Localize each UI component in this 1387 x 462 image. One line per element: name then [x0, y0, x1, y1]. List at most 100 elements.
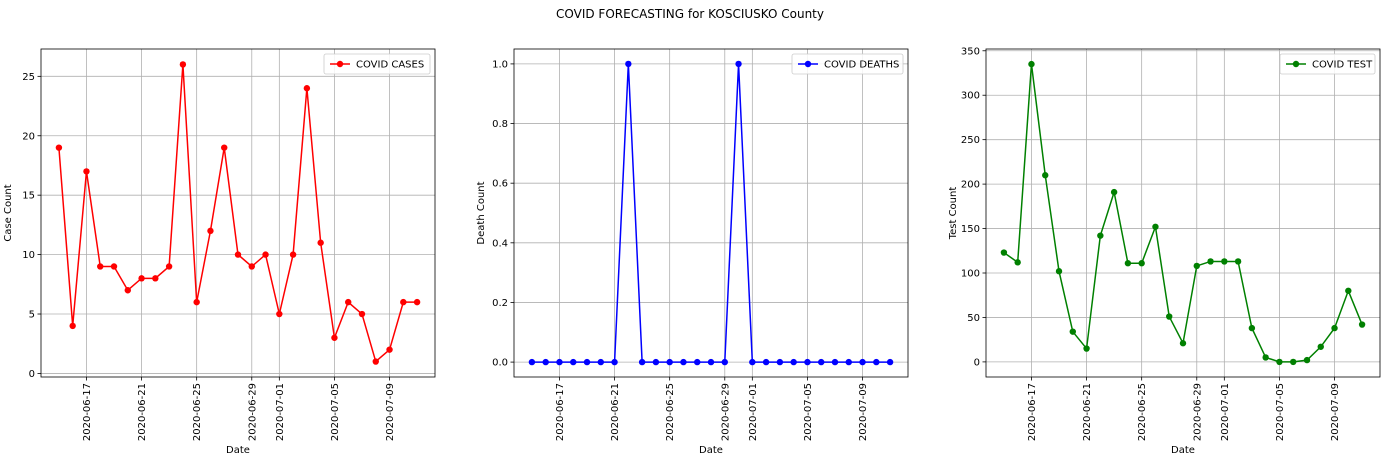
chart-1-covid-cases-point-2020-06-28: [234, 251, 242, 258]
chart-1-covid-cases-point-2020-07-08: [372, 358, 379, 365]
chart-2-covid-deaths-point-2020-06-20: [597, 358, 604, 366]
chart-2-covid-deaths-point-2020-06-19: [583, 358, 591, 366]
chart-1-covid-cases-point-2020-07-10: [400, 298, 407, 306]
chart-3-covid-test-point-2020-06-30: [1207, 258, 1214, 265]
chart-2-covid-deaths-point-2020-06-28: [707, 358, 715, 366]
chart-1-ytick-label: 5: [29, 310, 35, 321]
chart-2-legend-box: [791, 53, 904, 75]
chart-3-covid-test-point-2020-06-25: [1138, 260, 1145, 267]
chart-2-ytick-label: 0.4: [492, 238, 508, 249]
chart-2-covid-deaths-point-2020-06-29: [721, 358, 728, 366]
chart-1-xtick-label: 2020-06-29: [247, 383, 258, 441]
chart-2-covid-deaths-point-2020-07-08: [845, 358, 852, 366]
chart-2-covid-deaths-point-2020-07-01: [749, 358, 756, 366]
chart-2-covid-deaths-point-2020-06-23: [638, 358, 646, 366]
chart-1-covid-cases-point-2020-06-15: [55, 144, 63, 151]
chart-1-legend: COVID CASES: [323, 53, 431, 75]
chart-1-legend-label: COVID CASES: [356, 60, 424, 71]
chart-2-ytick-label: 0.2: [492, 298, 508, 309]
chart-3-legend-marker: [1292, 60, 1300, 68]
chart-3-covid-test-point-2020-06-22: [1097, 232, 1104, 239]
chart-3-covid-test-point-2020-06-18: [1042, 172, 1049, 179]
chart-1-xtick-label: 2020-06-21: [137, 383, 148, 441]
chart-3: 0 50 100 150 200 250 300 350 2020-06-17 2020-06-2…: [948, 46, 1381, 456]
chart-1-ytick-label: 15: [22, 191, 35, 202]
chart-1-covid-cases-point-2020-06-24: [179, 61, 187, 68]
chart-2: 0.0 0.2 0.4 0.6 0.8 1.0 2020-06-17 2020-06-21 20…: [476, 48, 909, 456]
chart-1-covid-cases-point-2020-06-20: [124, 287, 131, 294]
chart-3-xtick-label: 2020-07-09: [1330, 383, 1341, 441]
chart-2-legend-marker: [804, 60, 812, 68]
chart-3-ytick-label: 100: [961, 269, 980, 280]
chart-1-legend-box: [323, 53, 431, 75]
chart-3-ytick-label: 350: [961, 46, 980, 57]
chart-3-xlabel: Date: [1171, 445, 1195, 456]
chart-1-axes-frame: [40, 48, 436, 378]
chart-1-covid-cases-point-2020-06-21: [138, 275, 145, 282]
chart-2-xtick-label: 2020-06-25: [665, 383, 676, 441]
chart-3-xtick-label: 2020-06-17: [1027, 383, 1038, 441]
chart-2-covid-deaths-point-2020-07-04: [790, 358, 797, 366]
chart-2-covid-deaths-point-2020-06-27: [694, 358, 701, 366]
chart-3-ytick-label: 50: [967, 313, 980, 324]
figure-title: COVID FORECASTING for KOSCIUSKO County: [556, 7, 824, 21]
chart-3-xtick-label: 2020-06-25: [1137, 383, 1148, 441]
chart-1-covid-cases-point-2020-07-07: [358, 310, 366, 318]
chart-2-xtick-label: 2020-07-09: [858, 383, 869, 441]
chart-1-ytick-label: 10: [22, 250, 35, 261]
chart-2-xtick-label: 2020-07-01: [748, 383, 759, 441]
chart-2-ytick-label: 0.6: [492, 179, 508, 190]
chart-1-covid-cases-point-2020-07-03: [303, 85, 311, 92]
chart-3-covid-test-point-2020-07-07: [1303, 356, 1311, 364]
chart-2-covid-deaths-point-2020-06-25: [666, 358, 673, 366]
chart-3-ytick-label: 250: [961, 135, 980, 146]
chart-3-covid-test-point-2020-07-03: [1248, 324, 1256, 332]
chart-1-covid-cases-point-2020-06-17: [83, 168, 90, 175]
chart-3-covid-test-point-2020-06-15: [1000, 249, 1008, 256]
chart-3-covid-test-point-2020-06-20: [1069, 328, 1076, 335]
chart-2-xtick-label: 2020-07-05: [803, 383, 814, 441]
chart-1-covid-cases-point-2020-07-05: [331, 334, 338, 341]
chart-1-covid-cases-point-2020-07-02: [289, 251, 297, 258]
chart-3-covid-test-point-2020-06-23: [1110, 188, 1118, 196]
chart-3-xtick-label: 2020-07-01: [1220, 383, 1231, 441]
chart-2-covid-deaths-point-2020-07-10: [873, 358, 880, 366]
chart-3-axes-frame: [985, 48, 1381, 378]
chart-3-ytick-label: 150: [961, 224, 980, 235]
chart-3-covid-test-point-2020-07-06: [1290, 358, 1297, 366]
chart-1: 0 5 10 15 20 25 2020-06-17 2020-06-21 2020-06-25…: [3, 48, 436, 456]
chart-3-covid-test-point-2020-06-16: [1014, 259, 1021, 266]
chart-2-xtick-label: 2020-06-17: [555, 383, 566, 441]
chart-2-covid-deaths-point-2020-07-09: [859, 358, 866, 366]
chart-3-covid-test-point-2020-06-28: [1179, 340, 1187, 347]
chart-3-covid-test-point-2020-06-27: [1166, 313, 1173, 320]
chart-1-covid-cases-point-2020-07-09: [386, 346, 393, 353]
chart-2-xtick-label: 2020-06-29: [720, 383, 731, 441]
chart-1-covid-cases-point-2020-06-22: [152, 275, 159, 282]
chart-1-covid-cases-point-2020-07-06: [345, 298, 352, 306]
chart-1-ytick-label: 20: [22, 131, 35, 142]
chart-2-covid-deaths-point-2020-07-07: [831, 358, 839, 366]
chart-1-covid-cases-point-2020-07-01: [276, 310, 283, 318]
chart-3-legend: COVID TEST: [1279, 53, 1376, 75]
chart-3-covid-test-point-2020-06-21: [1083, 345, 1090, 352]
chart-1-covid-cases-point-2020-06-16: [69, 322, 76, 330]
chart-2-covid-deaths-point-2020-06-15: [528, 358, 536, 366]
chart-3-covid-test-point-2020-06-24: [1124, 260, 1132, 267]
chart-3-covid-test-point-2020-07-02: [1234, 258, 1242, 265]
chart-1-legend-marker: [336, 60, 344, 68]
chart-2-covid-deaths-point-2020-06-21: [611, 358, 618, 366]
chart-3-xtick-label: 2020-07-05: [1275, 383, 1286, 441]
chart-3-covid-test-point-2020-07-01: [1221, 258, 1228, 265]
chart-3-covid-test-point-2020-07-05: [1276, 358, 1283, 366]
chart-2-covid-deaths-point-2020-06-22: [625, 60, 632, 68]
chart-1-covid-cases-point-2020-06-25: [193, 298, 200, 306]
chart-2-covid-deaths-line: [531, 63, 891, 363]
chart-2-covid-deaths-point-2020-06-30: [735, 60, 742, 68]
chart-3-xtick-label: 2020-06-29: [1192, 383, 1203, 441]
chart-2-ytick-label: 1.0: [492, 59, 508, 70]
chart-1-ytick-label: 0: [29, 369, 35, 380]
chart-1-ytick-label: 25: [22, 72, 35, 83]
chart-1-covid-cases-point-2020-06-19: [110, 263, 118, 270]
